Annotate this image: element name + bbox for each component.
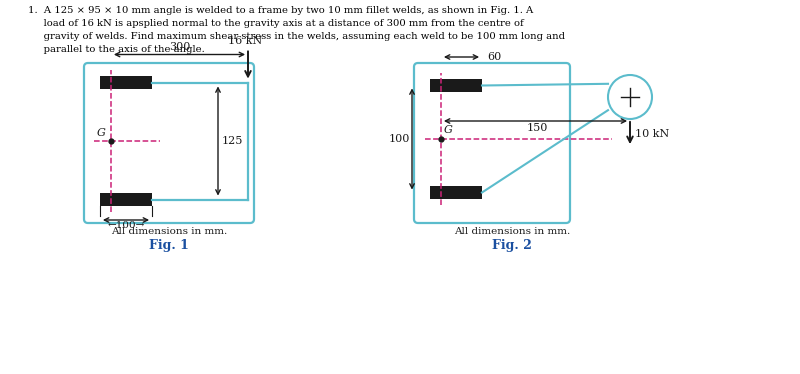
Text: 60: 60 bbox=[487, 52, 502, 62]
Bar bbox=[100, 193, 152, 206]
Text: 150: 150 bbox=[527, 123, 548, 133]
Text: 300: 300 bbox=[169, 42, 190, 52]
Text: 1.  A 125 × 95 × 10 mm angle is welded to a frame by two 10 mm fillet welds, as : 1. A 125 × 95 × 10 mm angle is welded to… bbox=[28, 6, 534, 15]
Text: All dimensions in mm.: All dimensions in mm. bbox=[454, 227, 570, 236]
Text: parallel to the axis of the angle.: parallel to the axis of the angle. bbox=[28, 45, 205, 54]
Text: 100: 100 bbox=[389, 134, 410, 144]
Text: Fig. 2: Fig. 2 bbox=[492, 239, 532, 252]
Bar bbox=[430, 79, 482, 92]
Text: G: G bbox=[444, 125, 453, 135]
Text: ←100→: ←100→ bbox=[107, 221, 145, 230]
Bar bbox=[430, 186, 482, 199]
Text: Fig. 1: Fig. 1 bbox=[149, 239, 189, 252]
Text: 16 kN: 16 kN bbox=[228, 36, 262, 46]
Text: 125: 125 bbox=[222, 136, 243, 146]
Text: 10 kN: 10 kN bbox=[635, 129, 670, 139]
Text: gravity of welds. Find maximum shear stress in the welds, assuming each weld to : gravity of welds. Find maximum shear str… bbox=[28, 32, 565, 41]
Text: G: G bbox=[97, 128, 106, 138]
Text: load of 16 kN is apsplied normal to the gravity axis at a distance of 300 mm fro: load of 16 kN is apsplied normal to the … bbox=[28, 19, 524, 28]
Bar bbox=[100, 76, 152, 89]
Text: All dimensions in mm.: All dimensions in mm. bbox=[111, 227, 227, 236]
